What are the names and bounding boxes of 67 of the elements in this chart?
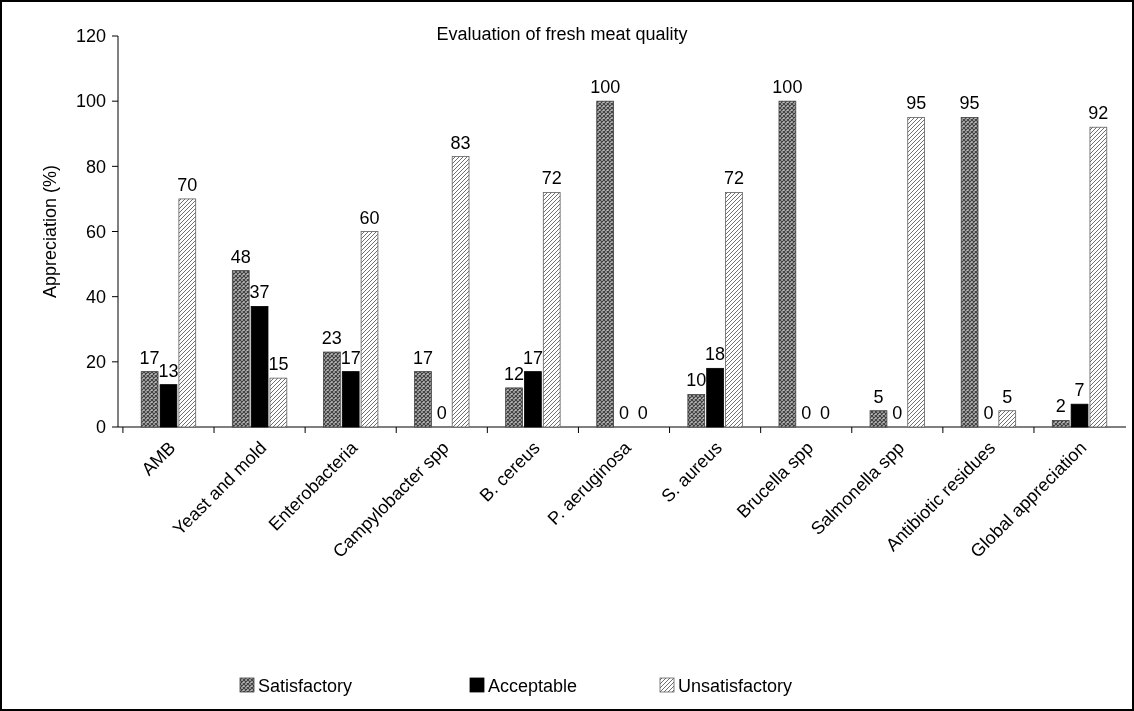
y-tick-label: 40 <box>85 286 106 307</box>
data-label: 17 <box>139 347 160 368</box>
y-tick-label: 20 <box>85 352 106 373</box>
data-label: 0 <box>637 403 648 423</box>
data-label: 0 <box>801 403 812 423</box>
chart-title: Evaluation of fresh meat quality <box>436 24 688 44</box>
bar <box>269 377 288 428</box>
bar <box>178 198 197 428</box>
y-tick-label: 100 <box>75 91 106 112</box>
legend-label: Unsatisfactory <box>678 676 793 696</box>
bar <box>159 384 178 428</box>
y-tick-label: 120 <box>75 26 106 47</box>
data-label: 5 <box>873 386 884 407</box>
bar <box>360 231 379 428</box>
data-label: 23 <box>321 328 342 349</box>
y-tick-label: 0 <box>95 417 106 438</box>
legend-label: Acceptable <box>488 676 578 696</box>
bar <box>1089 126 1108 428</box>
data-label: 0 <box>618 403 630 423</box>
bar <box>1070 403 1089 428</box>
legend-label: Satisfactory <box>258 676 353 696</box>
bar <box>451 156 470 428</box>
data-label: 17 <box>340 347 361 368</box>
data-label: 15 <box>268 354 289 375</box>
bar <box>323 351 341 428</box>
data-label: 92 <box>1088 103 1109 124</box>
data-label: 48 <box>230 246 251 267</box>
data-label: 72 <box>723 168 744 189</box>
y-tick-label: 60 <box>85 221 106 242</box>
data-label: 2 <box>1055 396 1066 417</box>
bar <box>960 117 979 428</box>
data-label: 0 <box>820 403 831 423</box>
bar <box>231 270 250 428</box>
bar <box>596 100 614 428</box>
data-label: 7 <box>1074 380 1085 401</box>
data-label: 12 <box>504 363 525 384</box>
bar <box>140 371 159 428</box>
data-label: 10 <box>686 370 707 391</box>
bar <box>542 192 561 428</box>
data-label: 72 <box>541 168 562 189</box>
bar <box>725 192 743 428</box>
bar <box>998 410 1017 428</box>
data-label: 5 <box>1002 386 1013 407</box>
data-label: 18 <box>705 344 726 365</box>
data-label: 17 <box>522 347 543 368</box>
y-tick-label: 80 <box>85 156 106 177</box>
data-label: 60 <box>359 207 380 228</box>
data-label: 95 <box>906 93 927 114</box>
bar <box>869 410 888 428</box>
data-label: 0 <box>436 403 447 423</box>
data-label: 17 <box>412 347 433 368</box>
data-label: 0 <box>983 403 994 423</box>
bar <box>687 394 706 428</box>
data-label: 95 <box>959 93 980 114</box>
data-label: 0 <box>892 403 903 423</box>
bar <box>505 387 523 428</box>
data-label: 70 <box>177 174 198 195</box>
data-label: 100 <box>590 77 621 98</box>
bar <box>907 117 925 428</box>
bar <box>778 100 797 428</box>
bar <box>1051 420 1070 428</box>
data-label: 37 <box>249 282 270 303</box>
data-label: 83 <box>450 132 471 153</box>
data-label: 100 <box>772 77 803 98</box>
y-axis-title: Appreciation (%) <box>40 164 60 299</box>
bar <box>414 371 432 428</box>
data-label: 13 <box>158 360 179 381</box>
